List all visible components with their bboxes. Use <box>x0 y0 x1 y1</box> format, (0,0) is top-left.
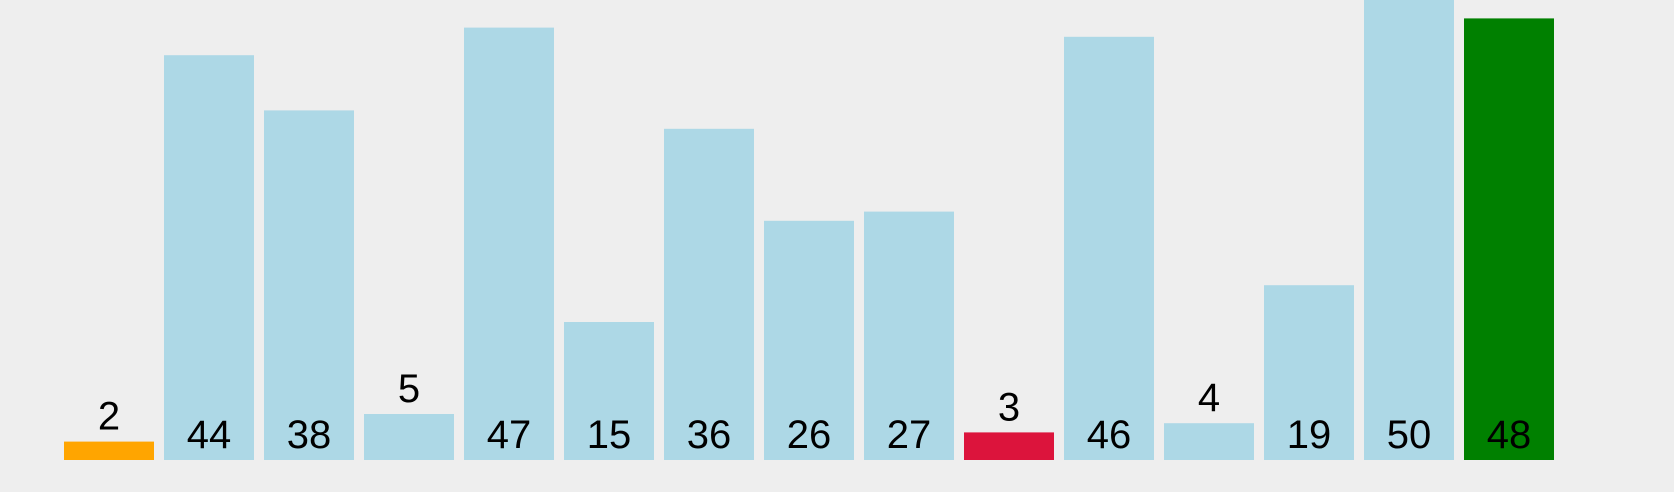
bar-label-9: 3 <box>998 385 1020 429</box>
bar-label-11: 4 <box>1198 376 1220 420</box>
bar-5 <box>564 322 654 460</box>
bar-label-4: 47 <box>487 413 532 457</box>
bar-label-1: 44 <box>187 413 232 457</box>
bar-label-2: 38 <box>287 413 332 457</box>
bar-label-14: 48 <box>1487 413 1532 457</box>
bars-group <box>64 0 1554 461</box>
bar-8 <box>864 211 954 460</box>
bar-1 <box>164 55 254 460</box>
bar-2 <box>264 110 354 461</box>
bar-label-8: 27 <box>887 413 932 457</box>
bar-label-12: 19 <box>1287 413 1332 457</box>
bar-label-5: 15 <box>587 413 632 457</box>
bar-11 <box>1164 423 1254 460</box>
bar-12 <box>1264 285 1354 460</box>
bar-label-0: 2 <box>98 395 120 439</box>
bar-10 <box>1064 36 1154 461</box>
bar-0 <box>64 441 154 460</box>
bar-label-3: 5 <box>398 367 420 411</box>
bar-13 <box>1364 0 1454 460</box>
bar-label-6: 36 <box>687 413 732 457</box>
bar-label-13: 50 <box>1387 413 1432 457</box>
bar-9 <box>964 432 1054 460</box>
labels-group: 2 44 38 5 47 15 36 26 27 3 46 4 19 50 48 <box>98 367 1531 457</box>
bar-label-7: 26 <box>787 413 832 457</box>
bar-14 <box>1464 18 1554 461</box>
bar-6 <box>664 128 754 461</box>
bar-label-10: 46 <box>1087 413 1132 457</box>
bar-7 <box>764 220 854 460</box>
bar-3 <box>364 414 454 460</box>
bar-4 <box>464 27 554 460</box>
